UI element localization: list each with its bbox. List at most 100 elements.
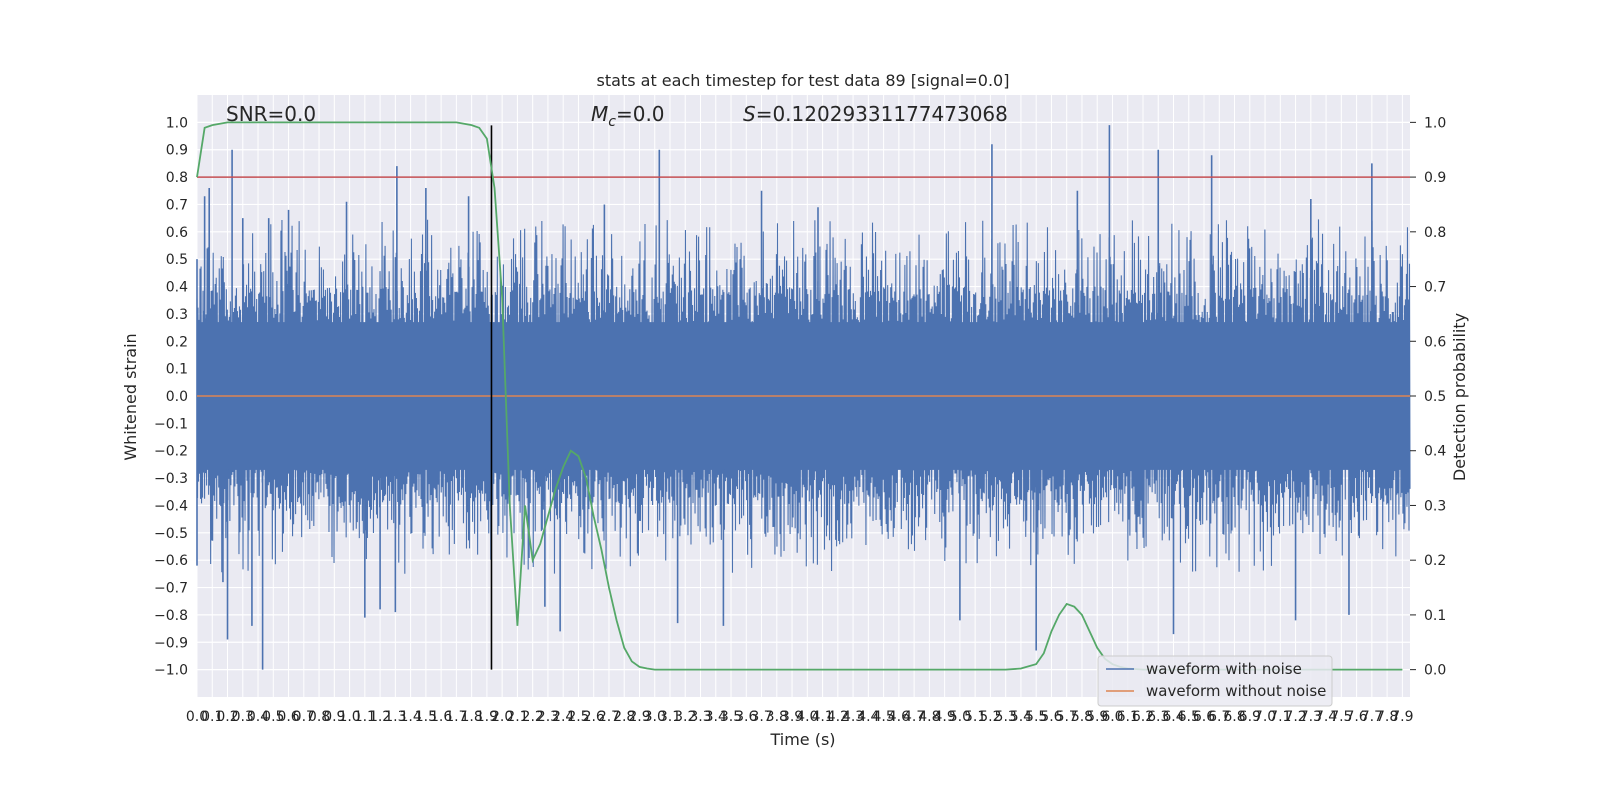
x-tick-label: 3.8 (766, 709, 788, 725)
x-tick-label: 5.5 (1025, 709, 1047, 725)
y-tick-label-right: 0.4 (1424, 444, 1446, 460)
y-tick-label-left: −1.0 (154, 663, 188, 679)
x-tick-label: 2.7 (598, 709, 620, 725)
y-tick-label-right: 0.6 (1424, 334, 1446, 350)
y-tick-label-left: 0.4 (166, 280, 188, 296)
x-tick-label: 2.5 (567, 709, 589, 725)
x-tick-label: 2.0 (491, 709, 513, 725)
x-tick-label: 3.6 (735, 709, 757, 725)
legend-label-noise: waveform with noise (1146, 660, 1302, 678)
x-tick-label: 0.4 (247, 709, 269, 725)
x-tick-label: 1.7 (445, 709, 467, 725)
x-tick-label: 5.0 (949, 709, 971, 725)
legend-label-clean: waveform without noise (1146, 682, 1326, 700)
x-tick-label: 2.3 (537, 709, 559, 725)
x-tick-label: 1.3 (384, 709, 406, 725)
x-tick-label: 3.2 (674, 709, 696, 725)
x-tick-label: 4.4 (857, 709, 879, 725)
x-tick-label: 1.0 (338, 709, 360, 725)
y-tick-label-left: 0.5 (166, 252, 188, 268)
x-tick-label: 0.0 (186, 709, 208, 725)
x-tick-label: 4.5 (872, 709, 894, 725)
x-tick-label: 6.8 (1223, 709, 1245, 725)
x-tick-label: 4.3 (842, 709, 864, 725)
x-tick-label: 4.1 (811, 709, 833, 725)
series-detection-probability (196, 121, 1403, 671)
chirp-mass-annotation: Mc=0.0 (591, 102, 665, 130)
y-axis-left-ticks: 1.0 0.9 0.8 0.7 0.6 0.5 0.4 0.3 0.2 0.1 0.0 −0.1 −0.… (154, 115, 188, 678)
x-tick-label: 2.4 (552, 709, 574, 725)
x-tick-label: 6.2 (1132, 709, 1154, 725)
y-tick-label-left: 0.3 (166, 307, 188, 323)
y-tick-label-left: 0.1 (166, 362, 188, 378)
x-tick-label: 3.1 (659, 709, 681, 725)
x-tick-label: 0.1 (201, 709, 223, 725)
x-tick-label: 7.4 (1315, 709, 1337, 725)
x-axis-label: Time (s) (769, 730, 835, 749)
y-tick-label-left: −0.2 (154, 444, 188, 460)
x-tick-label: 3.4 (705, 709, 727, 725)
x-tick-label: 4.0 (796, 709, 818, 725)
x-tick-label: 0.8 (308, 709, 330, 725)
y-tick-label-left: 0.0 (166, 389, 188, 405)
x-tick-label: 0.6 (277, 709, 299, 725)
x-tick-label: 5.8 (1071, 709, 1093, 725)
x-tick-label: 2.1 (506, 709, 528, 725)
x-tick-label: 1.8 (461, 709, 483, 725)
chirp-mass-value: =0.0 (616, 102, 665, 126)
x-tick-label: 5.1 (964, 709, 986, 725)
y-tick-label-left: 0.7 (166, 197, 188, 213)
x-tick-label: 4.8 (918, 709, 940, 725)
x-tick-label: 6.5 (1178, 709, 1200, 725)
y-tick-label-left: −0.4 (154, 498, 188, 514)
detection-probability-line (196, 121, 1403, 671)
y-axis-right-ticks: 1.0 0.9 0.8 0.7 0.6 0.5 0.4 0.3 0.2 0.1 0.0 (1410, 115, 1446, 679)
y-tick-label-right: 0.5 (1424, 389, 1446, 405)
y-tick-label-left: −0.5 (154, 526, 188, 542)
legend-box (1097, 655, 1333, 707)
x-tick-label: 0.2 (216, 709, 238, 725)
x-tick-label: 3.7 (750, 709, 772, 725)
x-tick-label: 7.1 (1269, 709, 1291, 725)
y-tick-label-right: 0.7 (1424, 280, 1446, 296)
x-tick-label: 6.0 (1101, 709, 1123, 725)
x-tick-label: 4.6 (888, 709, 910, 725)
x-tick-label: 4.9 (934, 709, 956, 725)
x-tick-label: 7.2 (1284, 709, 1306, 725)
x-tick-label: 3.9 (781, 709, 803, 725)
x-tick-label: 2.6 (583, 709, 605, 725)
y-tick-label-right: 0.1 (1424, 608, 1446, 624)
x-tick-label: 7.0 (1254, 709, 1276, 725)
x-tick-label: 1.9 (476, 709, 498, 725)
s-value: =0.12029331177473068 (756, 102, 1008, 126)
y-tick-label-left: −0.7 (154, 581, 188, 597)
x-tick-label: 6.6 (1193, 709, 1215, 725)
y-tick-label-left: −0.8 (154, 608, 188, 624)
y-tick-label-right: 1.0 (1424, 115, 1446, 131)
y-tick-label-left: −0.6 (154, 553, 188, 569)
y-tick-label-left: 0.2 (166, 334, 188, 350)
y-tick-label-left: 0.8 (166, 170, 188, 186)
x-tick-label: 1.5 (415, 709, 437, 725)
x-tick-label: 5.7 (1056, 709, 1078, 725)
y-tick-label-right: 0.9 (1424, 170, 1446, 186)
x-tick-label: 1.4 (399, 709, 421, 725)
x-tick-label: 0.3 (232, 709, 254, 725)
y-tick-label-left: −0.1 (154, 416, 188, 432)
y-tick-label-left: 0.6 (166, 225, 188, 241)
y-axis-right-label: Detection probability (1450, 313, 1469, 481)
x-tick-label: 2.8 (613, 709, 635, 725)
x-tick-label: 5.4 (1010, 709, 1032, 725)
y-tick-label-left: 0.9 (166, 143, 188, 159)
x-tick-label: 2.2 (522, 709, 544, 725)
y-tick-label-right: 0.2 (1424, 553, 1446, 569)
legend: waveform with noise waveform without noi… (1097, 655, 1333, 707)
x-tick-label: 3.3 (689, 709, 711, 725)
x-tick-label: 7.3 (1300, 709, 1322, 725)
y-tick-label-right: 0.0 (1424, 663, 1446, 679)
y-tick-label-right: 0.8 (1424, 225, 1446, 241)
x-tick-label: 7.7 (1361, 709, 1383, 725)
x-tick-label: 0.7 (293, 709, 315, 725)
x-tick-label: 5.6 (1040, 709, 1062, 725)
